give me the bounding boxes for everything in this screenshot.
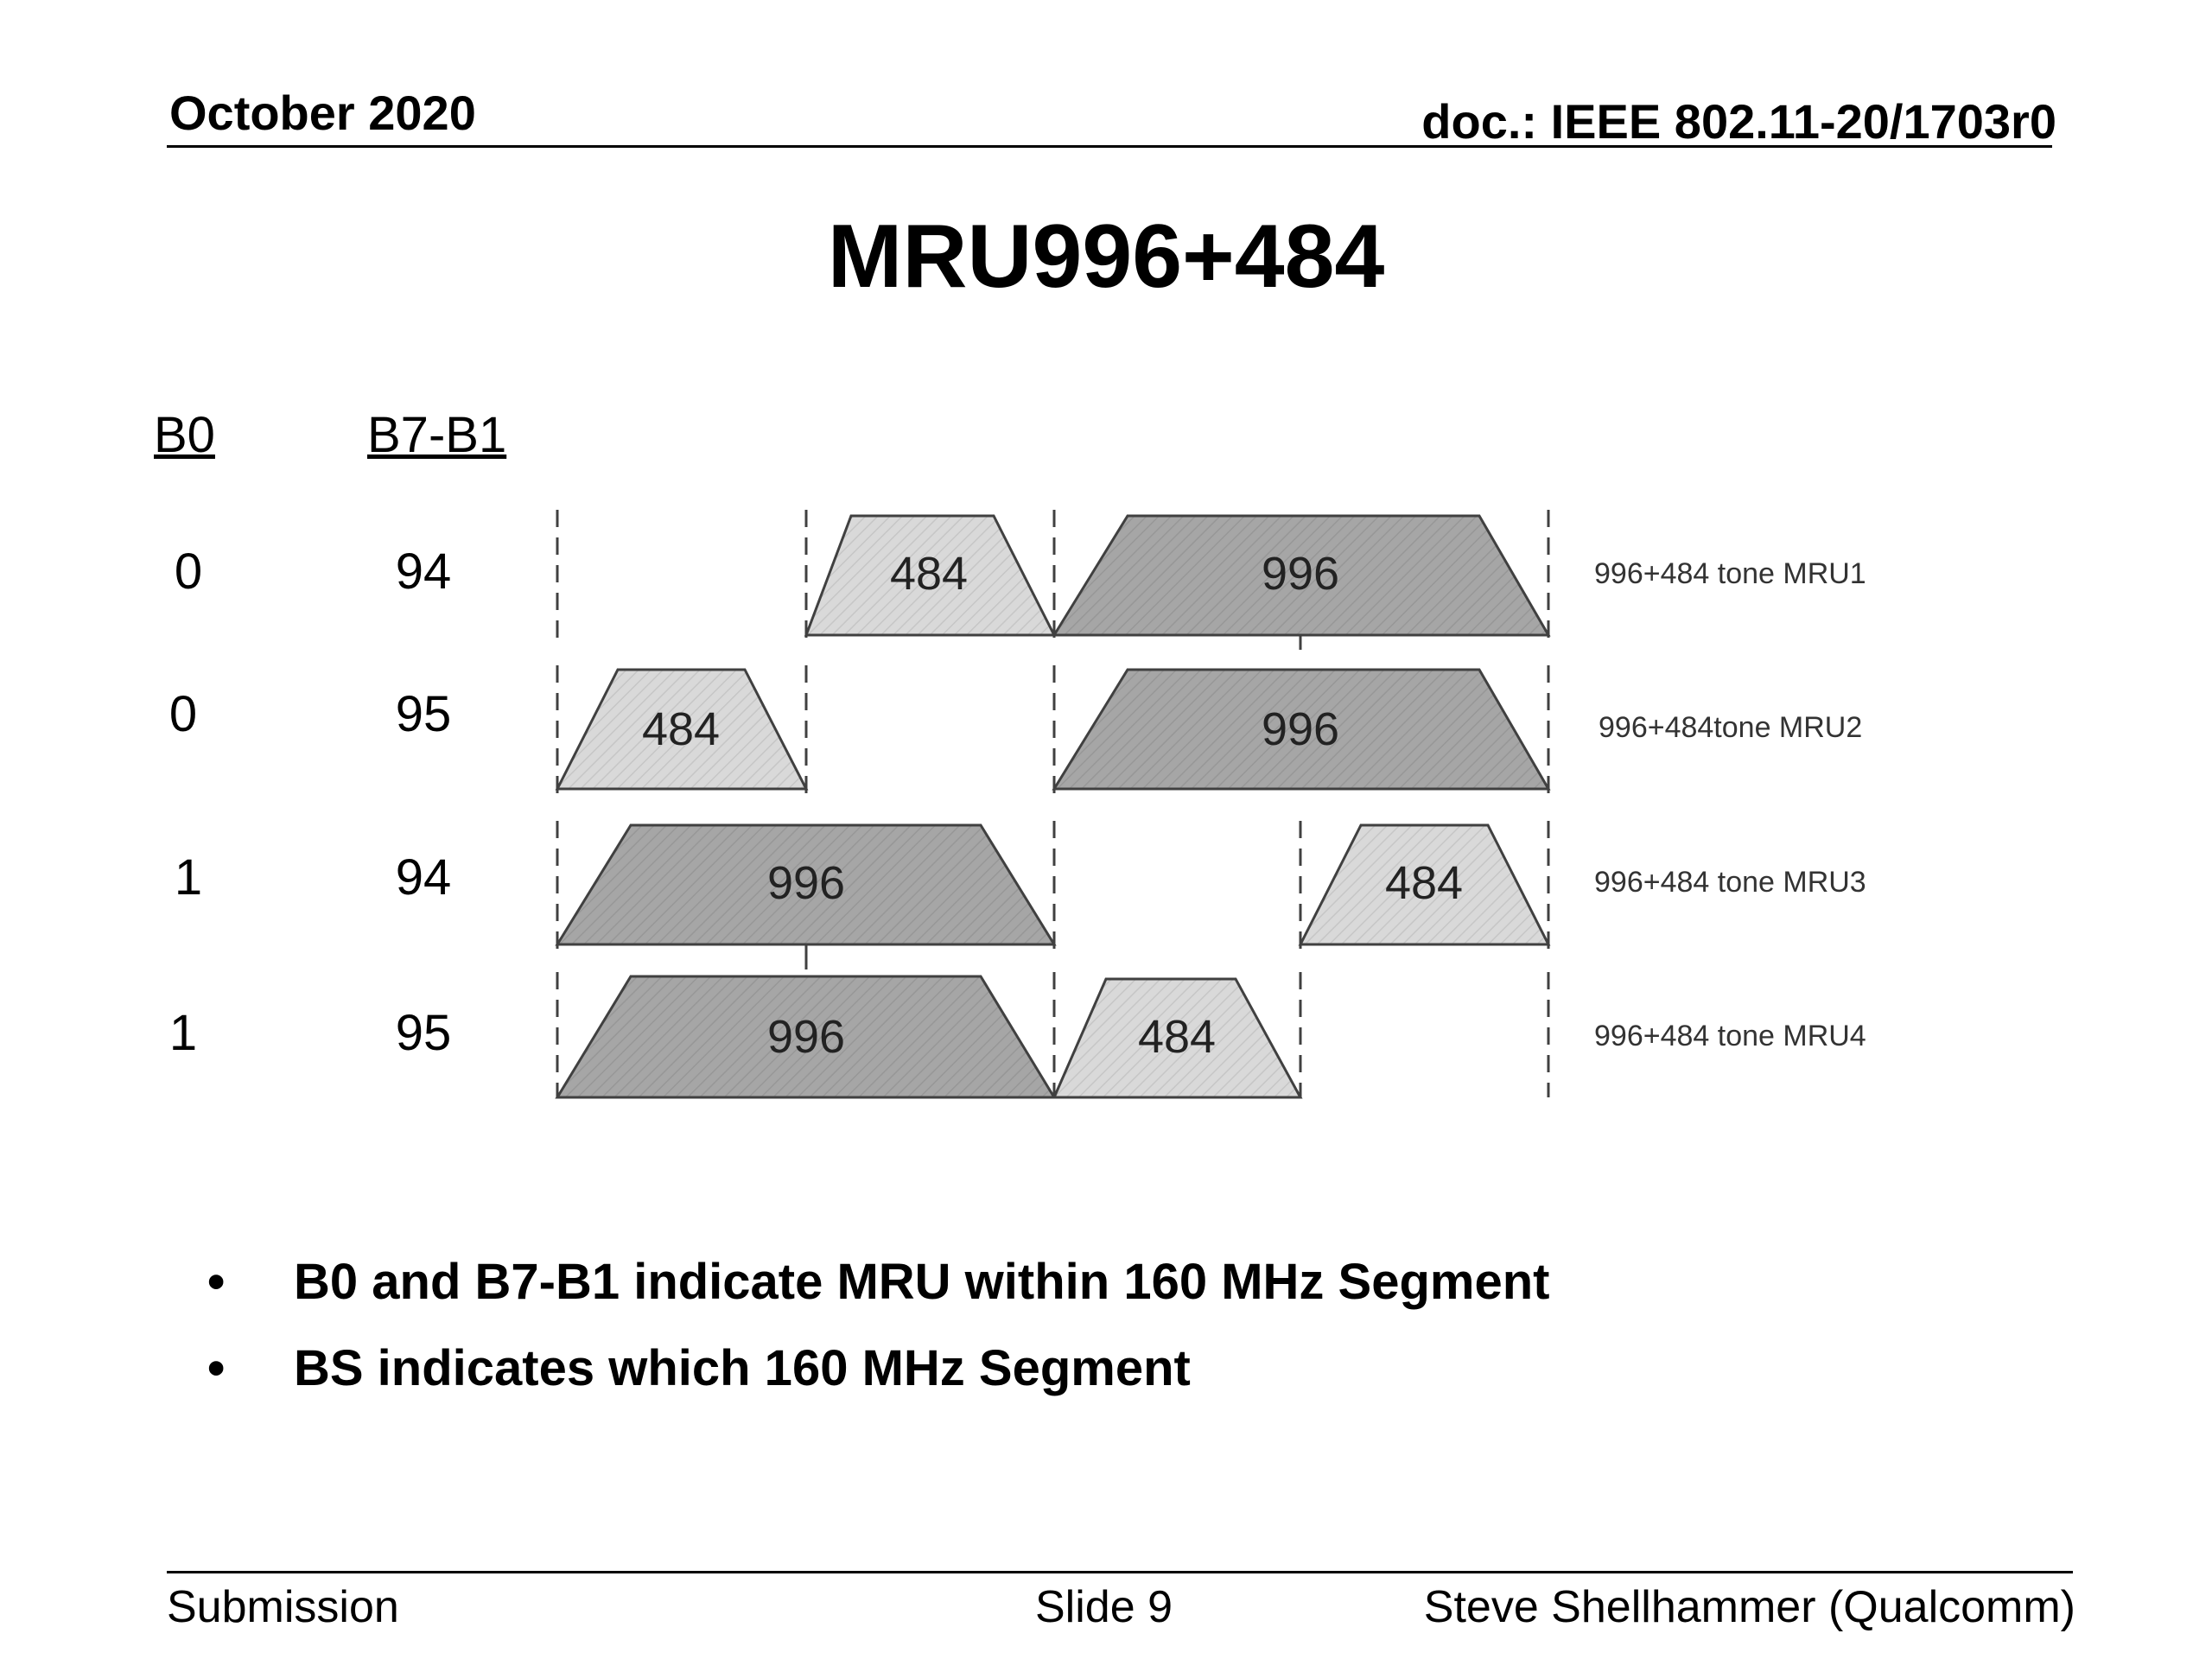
row3-b0: 1 (174, 849, 203, 906)
col-header-b0: B0 (154, 407, 215, 463)
bullet-text: B0 and B7-B1 indicate MRU within 160 MHz… (294, 1254, 1550, 1310)
row3-mru-label: 996+484 tone MRU3 (1594, 866, 1866, 899)
row1-large-label: 996 (1262, 548, 1339, 600)
row3-ru484 (1298, 823, 1551, 946)
row1-b0: 0 (174, 543, 203, 600)
header-date: October 2020 (169, 86, 476, 140)
row3-b7b1: 94 (395, 849, 452, 906)
footer-author: Steve Shellhammer (Qualcomm) (1423, 1582, 2075, 1632)
bullet-dot: • (207, 1254, 226, 1310)
footer-divider (167, 1571, 2073, 1573)
row2-small-label: 484 (642, 703, 720, 755)
bullet-text: BS indicates which 160 MHz Segment (294, 1340, 1191, 1396)
row4-ru996 (555, 975, 1057, 1099)
row3-ru996 (555, 823, 1057, 946)
row2-large-label: 996 (1262, 703, 1339, 755)
row1-small-label: 484 (890, 548, 968, 600)
row4-b7b1: 95 (395, 1005, 452, 1061)
row2-mru-label: 996+484tone MRU2 (1599, 711, 1862, 744)
row3-small-label: 484 (1385, 857, 1463, 909)
boundary-lines (556, 510, 1550, 1097)
row2-ru996 (1052, 668, 1551, 791)
row2-ru484 (555, 668, 809, 791)
row4-mru-label: 996+484 tone MRU4 (1594, 1020, 1866, 1052)
row1-mru-label: 996+484 tone MRU1 (1594, 557, 1866, 590)
slide-title: MRU996+484 (827, 207, 1385, 307)
footer-slide-number: Slide 9 (1035, 1582, 1173, 1632)
footer-submission: Submission (167, 1582, 399, 1632)
row4-large-label: 996 (767, 1011, 845, 1063)
row2-b0: 0 (168, 686, 198, 742)
header-doc-id: doc.: IEEE 802.11-20/1703r0 (1421, 94, 2056, 149)
header-divider (167, 145, 2052, 148)
row4-b0: 1 (168, 1005, 198, 1061)
col-header-b7-b1: B7-B1 (367, 407, 507, 463)
bullet-dot: • (207, 1340, 226, 1396)
row3-large-label: 996 (767, 857, 845, 909)
row2-b7b1: 95 (395, 686, 452, 742)
row1-b7b1: 94 (395, 543, 452, 600)
row4-ru484 (1052, 977, 1303, 1099)
row4-small-label: 484 (1138, 1011, 1216, 1063)
row1-ru484 (804, 514, 1057, 637)
row1-ru996 (1052, 514, 1551, 637)
